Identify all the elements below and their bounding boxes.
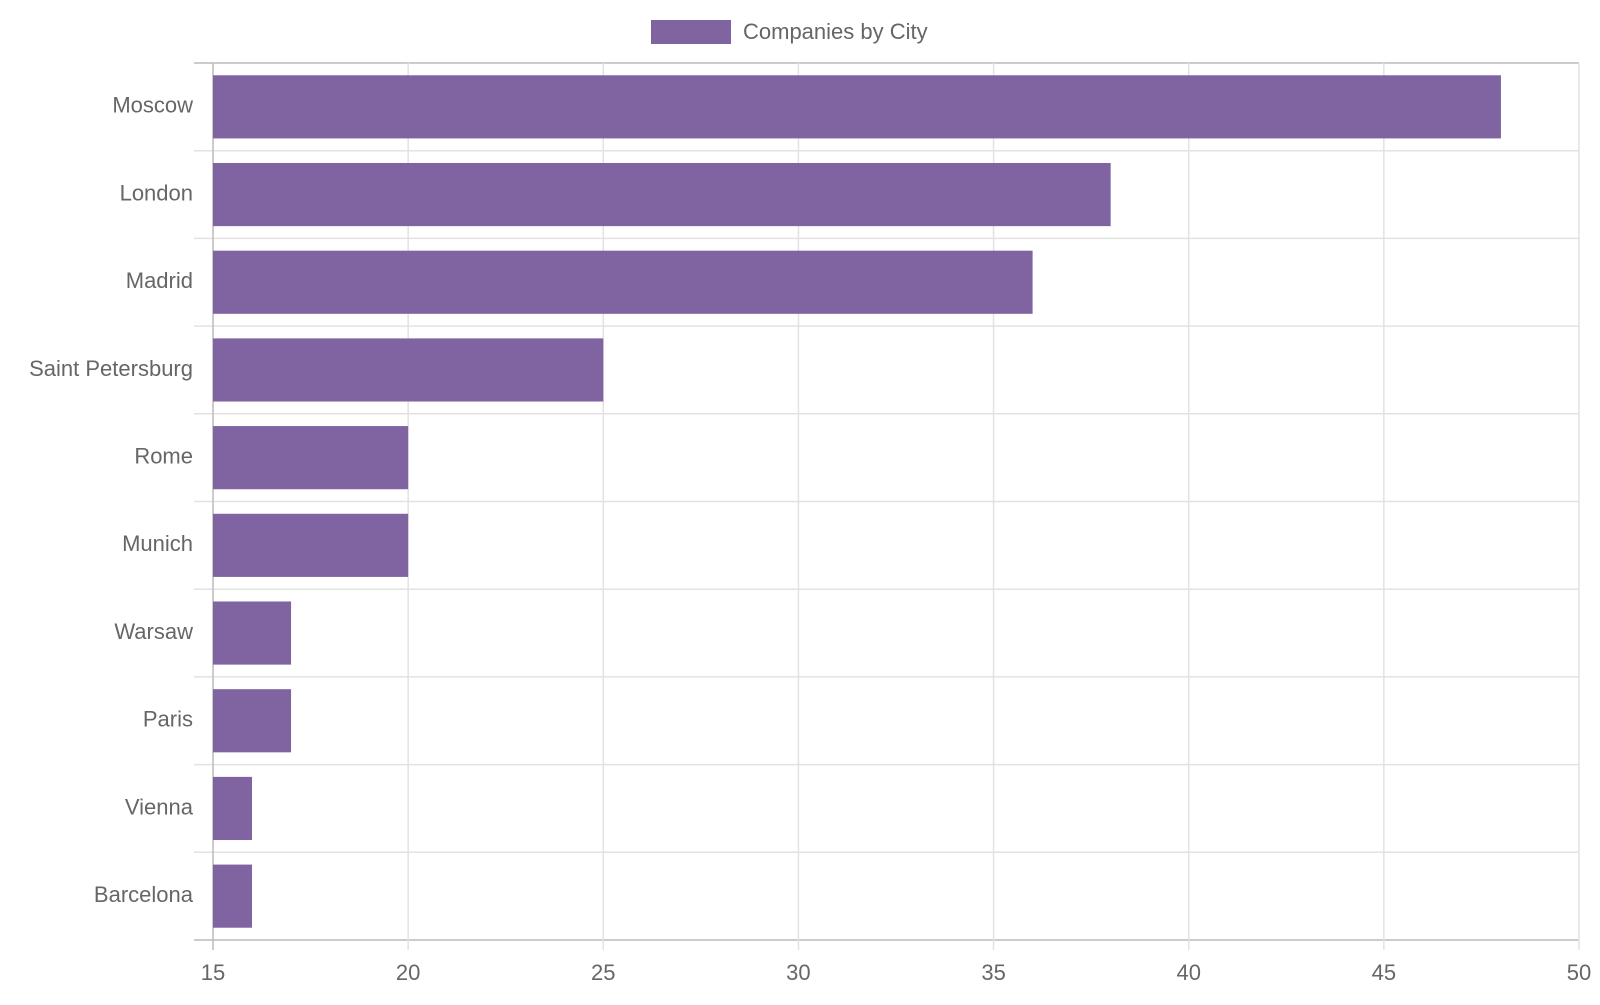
bar <box>213 864 253 928</box>
legend-label: Companies by City <box>743 19 928 44</box>
bar <box>213 601 292 665</box>
bar <box>213 689 292 753</box>
x-tick-label: 15 <box>201 960 225 985</box>
y-tick-label: London <box>120 180 193 205</box>
x-tick-label: 40 <box>1176 960 1200 985</box>
bar <box>213 75 1501 139</box>
bar <box>213 338 604 402</box>
x-tick-label: 30 <box>786 960 810 985</box>
bar <box>213 250 1033 314</box>
y-tick-label: Moscow <box>112 93 193 118</box>
x-tick-label: 20 <box>396 960 420 985</box>
y-tick-label: Barcelona <box>94 882 194 907</box>
legend-swatch <box>651 20 731 44</box>
y-tick-label: Vienna <box>125 794 194 819</box>
y-tick-label: Munich <box>122 531 193 556</box>
bar <box>213 513 409 577</box>
x-tick-label: 25 <box>591 960 615 985</box>
x-tick-label: 35 <box>981 960 1005 985</box>
bar <box>213 426 409 490</box>
y-tick-label: Warsaw <box>114 619 193 644</box>
y-tick-label: Saint Petersburg <box>29 356 193 381</box>
x-tick-label: 50 <box>1567 960 1591 985</box>
bar <box>213 776 253 841</box>
x-tick-label: 45 <box>1372 960 1396 985</box>
y-tick-label: Madrid <box>126 268 193 293</box>
bar <box>213 162 1111 227</box>
y-tick-label: Rome <box>134 443 193 468</box>
y-tick-label: Paris <box>143 707 193 732</box>
